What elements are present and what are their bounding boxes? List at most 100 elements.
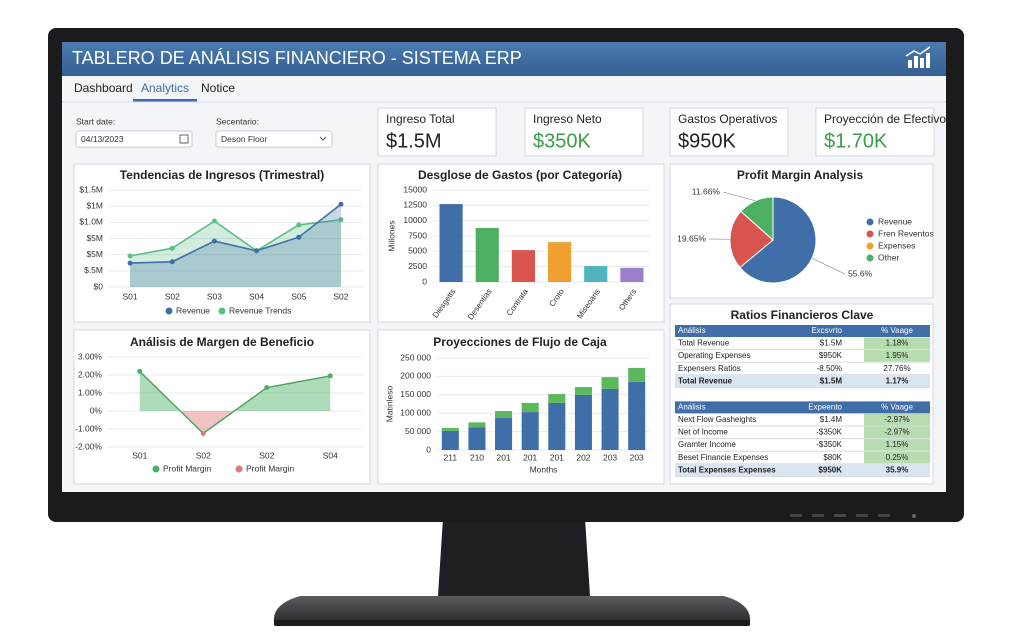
- table-total-row: [675, 374, 930, 388]
- bar-segment: [521, 412, 539, 450]
- tab[interactable]: Notice: [201, 81, 235, 95]
- chart-title: Tendencias de Ingresos (Trimestral): [120, 168, 325, 182]
- x-tick-label: S04: [249, 291, 264, 301]
- y-tick-label: 2.00%: [78, 369, 103, 379]
- x-tick-label: 201: [496, 452, 510, 462]
- table-highlight-cell: [864, 413, 930, 426]
- tab[interactable]: Dashboard: [74, 81, 133, 95]
- y-tick-label: 0: [422, 276, 427, 286]
- point: [327, 373, 333, 379]
- y-tick-label: 12500: [403, 200, 427, 210]
- filter-label: Secentario:: [216, 116, 259, 126]
- point: [169, 245, 175, 251]
- table-cell: 1.18%: [886, 339, 909, 348]
- kpi-card: [524, 107, 644, 157]
- table-cell: -2.97%: [884, 415, 909, 424]
- pie-slice: [740, 196, 774, 242]
- kpi-label: Proyección de Efectivo: [824, 112, 946, 126]
- header-title: TABLERO DE ANÁLISIS FINANCIERO - SISTEMA…: [72, 48, 522, 68]
- x-tick-label: 203: [630, 452, 644, 462]
- point: [127, 260, 133, 266]
- kpi-value: $1.5M: [386, 130, 442, 152]
- pie-value-label: 55.6%: [848, 268, 873, 278]
- point: [296, 234, 302, 240]
- x-tick-label: 203: [603, 452, 617, 462]
- table-header-cell: Expeento: [808, 403, 842, 412]
- table-highlight-cell: [864, 426, 930, 439]
- chart-title: Profit Margin Analysis: [737, 168, 864, 182]
- point: [127, 253, 133, 259]
- label-leader: [811, 258, 846, 275]
- y-tick-label: $5M: [86, 233, 103, 243]
- table-cell: 1.17%: [886, 376, 909, 385]
- point: [296, 222, 302, 228]
- bar-segment: [468, 427, 486, 450]
- pie-value-label: 11.66%: [692, 186, 721, 196]
- x-tick-label: S03: [207, 291, 222, 301]
- legend-label: Revenue: [878, 216, 912, 226]
- active-tab-underline: [133, 99, 198, 102]
- series-line: [130, 203, 342, 264]
- legend-swatch: [152, 465, 160, 473]
- y-tick-label: 100 000: [400, 407, 431, 417]
- table-cell: -$350K: [816, 440, 842, 449]
- table-cell: Expensers Ratios: [678, 364, 741, 373]
- filter-label: Start date:: [76, 116, 115, 126]
- table-cell: $950K: [819, 351, 843, 360]
- bar: [620, 267, 644, 282]
- monitor-base: [273, 596, 751, 622]
- bar-segment: [548, 394, 566, 403]
- kpi-label: Ingreso Total: [386, 112, 455, 126]
- y-axis-label: Millones: [386, 220, 396, 251]
- x-tick-label: 211: [444, 452, 458, 462]
- table-cell: 1.95%: [886, 351, 909, 360]
- x-tick-label: S04: [323, 450, 338, 460]
- y-tick-label: 150 000: [400, 389, 431, 399]
- point: [211, 218, 217, 224]
- y-tick-label: $0: [94, 281, 104, 291]
- y-tick-label: 5000: [408, 246, 427, 256]
- filter-input[interactable]: [215, 130, 333, 148]
- header-icon: [905, 46, 931, 68]
- kpi-card: [669, 107, 789, 157]
- kpi-value: $1.70K: [824, 130, 888, 152]
- y-tick-label: -1.00%: [75, 423, 102, 433]
- table-header-row: [675, 325, 930, 337]
- filter-input[interactable]: [75, 130, 193, 148]
- header-bar: [62, 42, 946, 76]
- y-tick-label: 0%: [90, 405, 103, 415]
- table-highlight-cell: [864, 439, 930, 451]
- monitor-buttons: [790, 514, 916, 518]
- y-tick-label: -2.00%: [75, 441, 102, 451]
- table-header-cell: % Vaage: [881, 326, 913, 335]
- table-highlight-cell: [864, 337, 930, 350]
- kpi-label: Ingreso Neto: [533, 112, 602, 126]
- table-header-row: [675, 401, 930, 414]
- y-tick-label: $5M: [86, 249, 103, 259]
- table-header-cell: Análisis: [678, 403, 706, 412]
- table-cell: -2.97%: [884, 428, 909, 437]
- table-cell: 27.76%: [883, 364, 910, 373]
- y-tick-label: 2500: [408, 261, 427, 271]
- table-total-row: [675, 463, 930, 477]
- monitor-neck: [438, 518, 590, 596]
- tab[interactable]: Analytics: [141, 81, 189, 95]
- area-fill: [130, 219, 341, 287]
- y-tick-label: 15000: [403, 184, 427, 194]
- table-cell: Net of Income: [678, 428, 728, 437]
- table-cell: $80K: [823, 453, 842, 462]
- table-cell: Gramter Income: [678, 440, 736, 449]
- bar: [475, 228, 499, 282]
- y-tick-label: 10000: [403, 215, 427, 225]
- legend-swatch: [165, 307, 173, 315]
- x-tick-label: S01: [123, 291, 138, 301]
- legend-label: Revenue Trends: [229, 305, 291, 315]
- chart-title: Análisis de Margen de Beneficio: [130, 335, 314, 349]
- x-tick-label: S02: [165, 291, 180, 301]
- point: [200, 431, 206, 436]
- legend-swatch: [866, 242, 874, 250]
- point: [254, 248, 260, 254]
- table-title: Ratios Financieros Clave: [731, 308, 874, 322]
